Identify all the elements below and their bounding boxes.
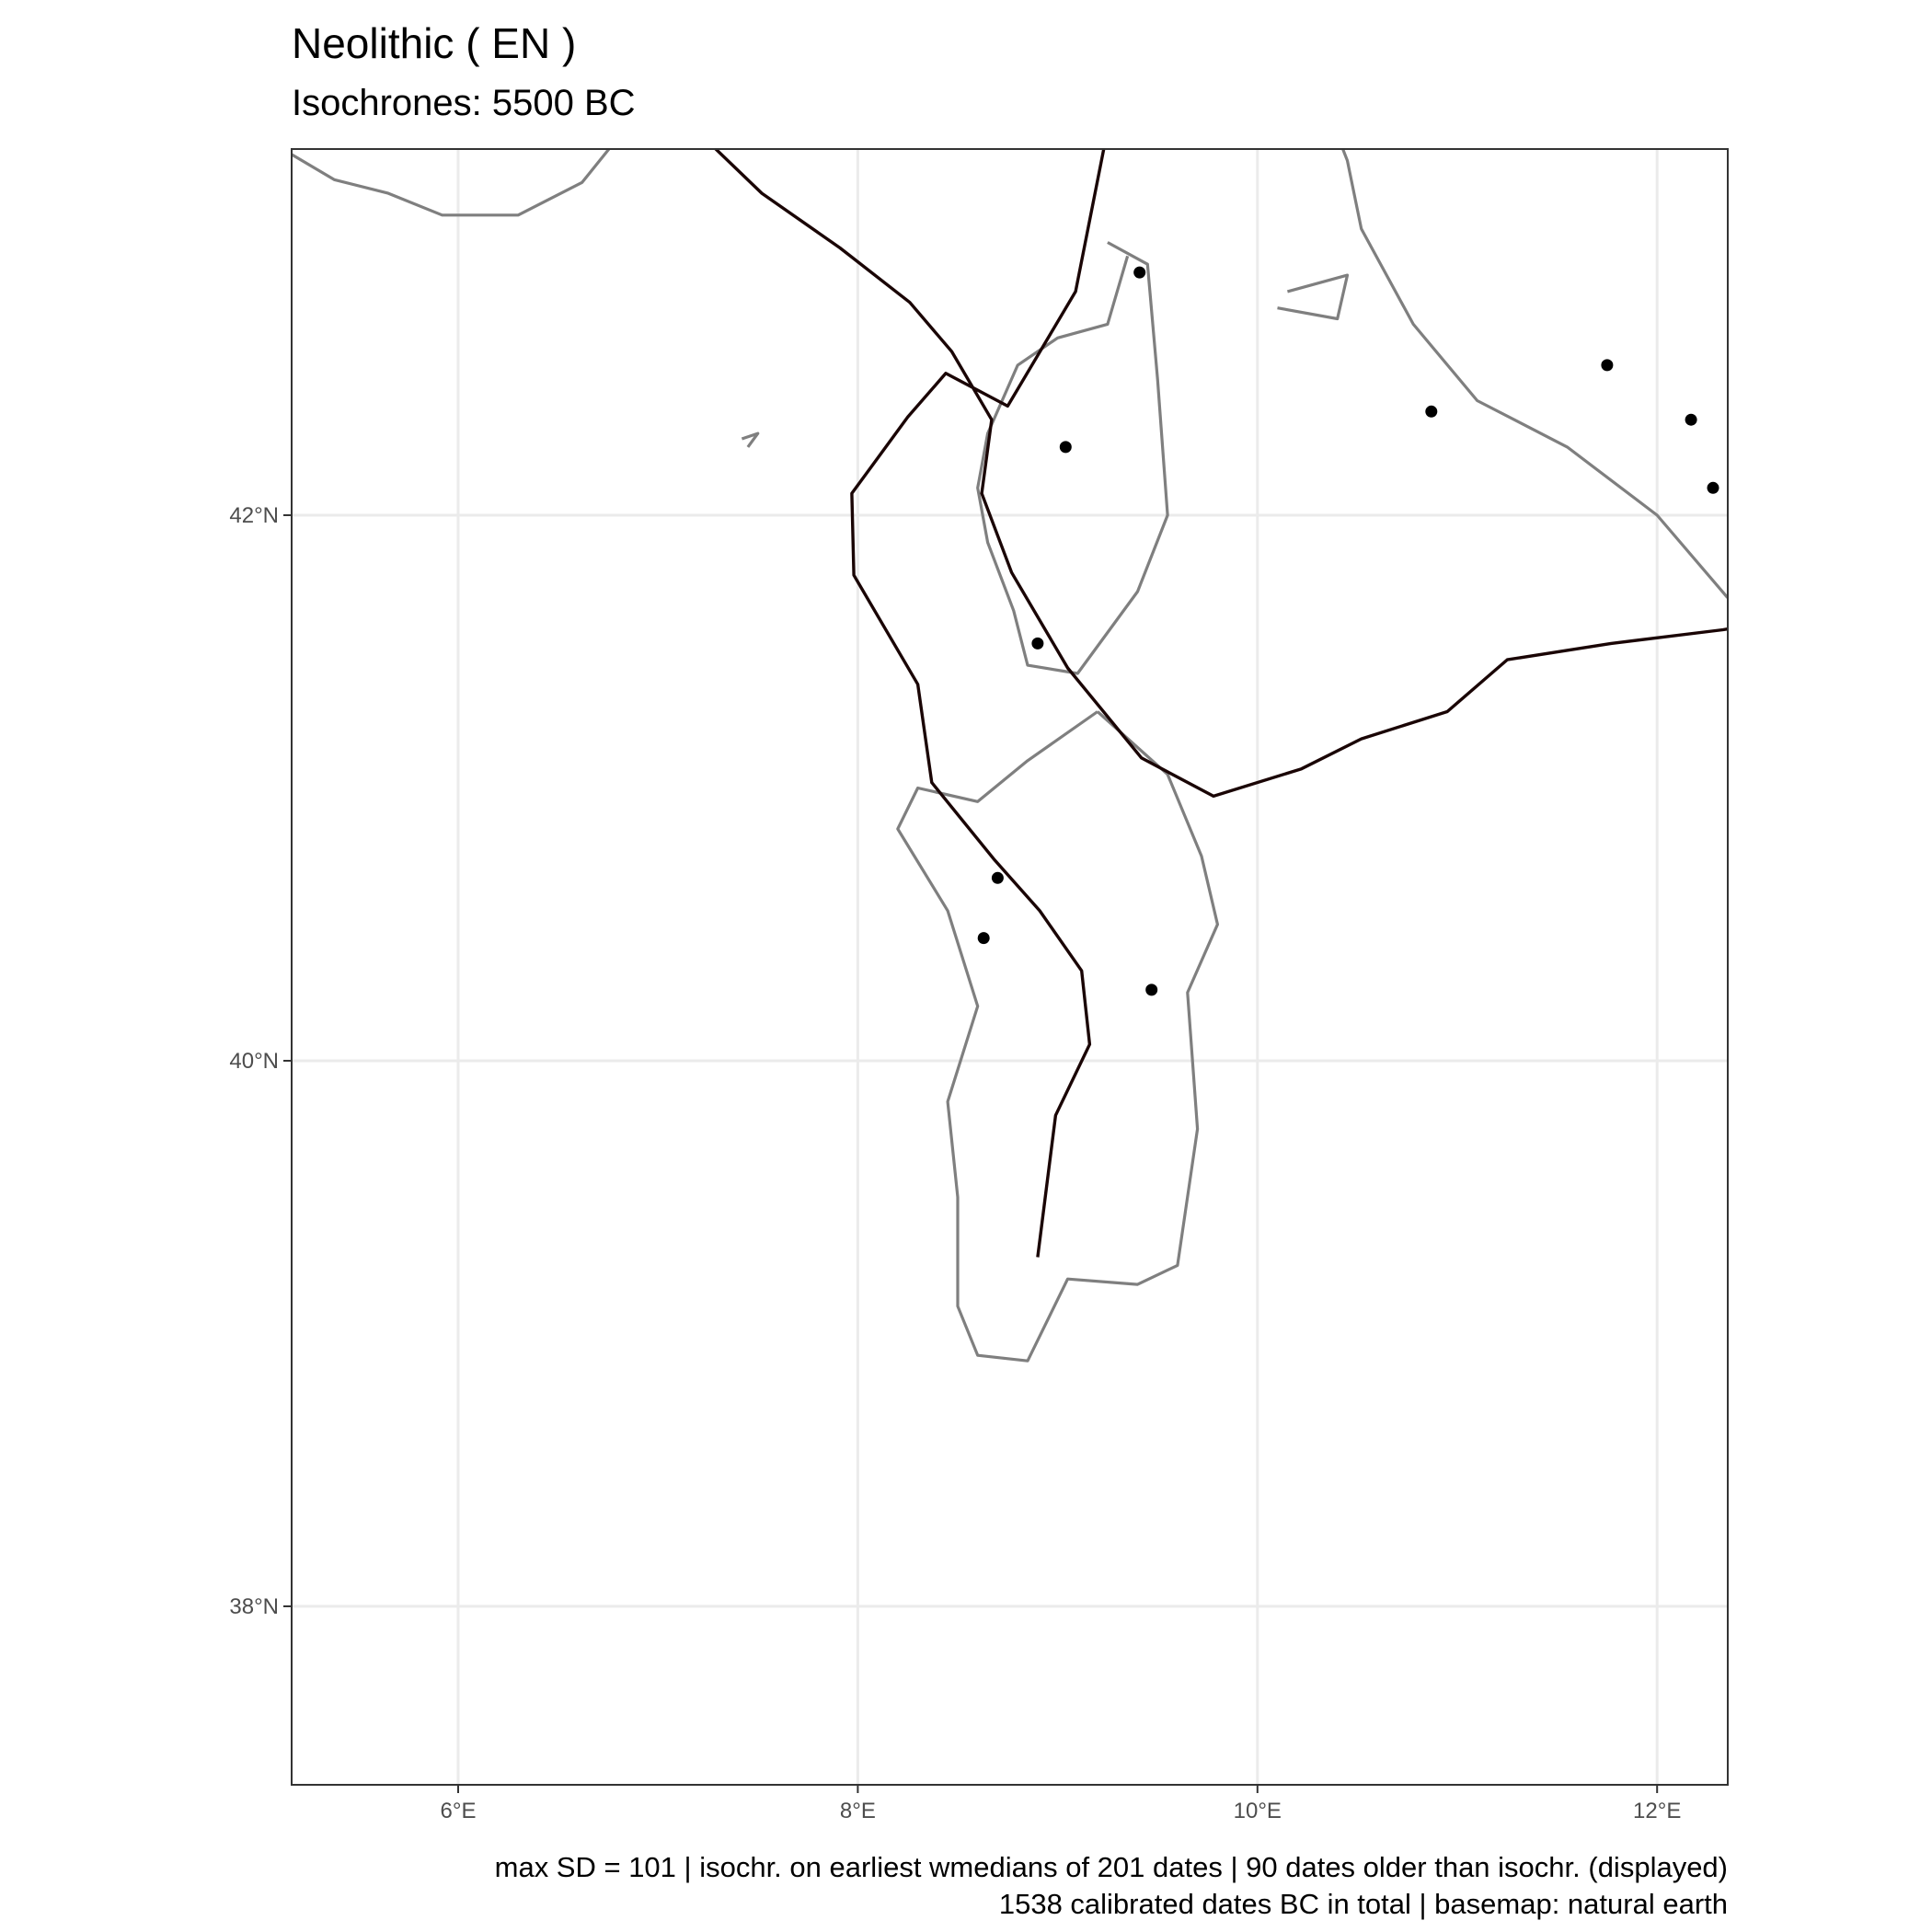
y-tick-label: 40°N <box>229 1049 279 1074</box>
coastline-2 <box>896 710 1219 1363</box>
caption-line-1: max SD = 101 | isochr. on earliest wmedi… <box>494 1851 1728 1883</box>
coastline-1 <box>976 241 1169 675</box>
plot-frame <box>291 148 1729 1786</box>
plot-content <box>272 13 1932 1932</box>
y-tick-label: 42°N <box>229 503 279 528</box>
coastline-3 <box>1747 1530 1932 1932</box>
coastline-5 <box>1277 273 1350 321</box>
x-tick-label: 8°E <box>840 1799 876 1823</box>
site-point <box>1685 413 1697 426</box>
gridlines <box>292 149 1728 1785</box>
x-tick-label: 12°E <box>1633 1799 1681 1823</box>
site-point <box>1865 214 1877 226</box>
site-point <box>1601 359 1614 372</box>
coastline-11 <box>741 431 760 448</box>
site-point <box>1707 481 1719 494</box>
site-point <box>1145 983 1158 996</box>
site-point <box>272 127 284 139</box>
y-tick-label: 38°N <box>229 1594 279 1619</box>
chart-title: Neolithic ( EN ) <box>292 19 577 67</box>
site-point <box>991 871 1004 884</box>
x-tick-label: 6°E <box>441 1799 477 1823</box>
site-point <box>496 84 508 96</box>
site-point <box>1754 367 1765 379</box>
site-point <box>977 932 990 945</box>
site-point <box>1059 441 1072 454</box>
site-point <box>284 130 296 142</box>
x-tick-label: 10°E <box>1234 1799 1282 1823</box>
site-point <box>1809 1568 1821 1580</box>
site-point <box>750 13 762 25</box>
coastline-12 <box>1647 1926 1667 1932</box>
site-point <box>1133 266 1146 279</box>
site-point <box>1425 405 1438 418</box>
site-point <box>1865 1731 1877 1743</box>
site-point <box>1031 637 1044 650</box>
chart-subtitle: Isochrones: 5500 BC <box>292 83 636 123</box>
coastline-0 <box>292 149 1728 600</box>
isochrone-line-0 <box>713 149 1728 1258</box>
caption-line-2: 1538 calibrated dates BC in total | base… <box>998 1888 1728 1920</box>
